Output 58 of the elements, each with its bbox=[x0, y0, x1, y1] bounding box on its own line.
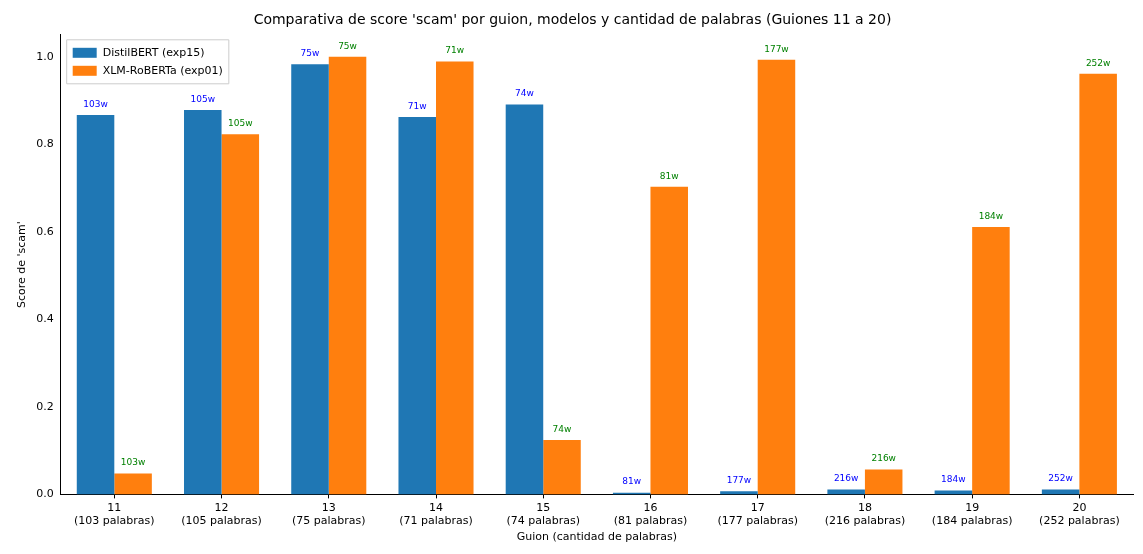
bar bbox=[972, 226, 1010, 495]
annotation: 103w bbox=[120, 457, 146, 468]
x-tick-label: 14 (71 palabras) bbox=[399, 500, 473, 528]
y-tick-label: 0.4 bbox=[36, 312, 54, 326]
annotation: 81w bbox=[659, 170, 679, 181]
x-tick-label: 15 (74 palabras) bbox=[506, 500, 581, 528]
x-tick-label: 18 (216 palabras) bbox=[824, 500, 906, 528]
bar bbox=[291, 64, 329, 495]
bar bbox=[543, 440, 581, 495]
x-tick-label: 20 (252 palabras) bbox=[1039, 500, 1120, 528]
bar bbox=[398, 117, 436, 495]
bar bbox=[757, 59, 796, 495]
y-tick-label: 1.0 bbox=[36, 49, 54, 63]
annotation: 74w bbox=[552, 423, 572, 434]
y-tick-label: 0.0 bbox=[36, 487, 54, 501]
bar bbox=[505, 104, 544, 495]
annotation: 81w bbox=[622, 476, 642, 487]
x-axis-title: Guion (cantidad de palabras) bbox=[516, 530, 678, 544]
bar bbox=[328, 56, 367, 495]
annotation: 74w bbox=[515, 88, 534, 99]
bar bbox=[221, 134, 260, 495]
annotation: 71w bbox=[445, 45, 465, 56]
bar bbox=[76, 114, 115, 495]
bar bbox=[864, 469, 903, 495]
annotation: 252w bbox=[1048, 473, 1073, 484]
annotation: 184w bbox=[941, 474, 966, 485]
x-tick-label: 19 (184 palabras) bbox=[931, 500, 1013, 528]
annotation: 177w bbox=[726, 475, 752, 486]
annotation: 75w bbox=[300, 47, 320, 58]
bar bbox=[720, 491, 758, 495]
x-tick-label: 11 (103 palabras) bbox=[74, 500, 155, 528]
x-tick-label: 13 (75 palabras) bbox=[291, 500, 366, 528]
bar bbox=[934, 490, 973, 495]
annotation: 105w bbox=[190, 93, 216, 104]
bar bbox=[114, 473, 152, 495]
annotation: 105w bbox=[228, 118, 253, 128]
x-tick-label: 16 (81 palabras) bbox=[613, 500, 688, 528]
y-tick-label: 0.8 bbox=[36, 137, 54, 151]
x-tick-label: 12 (105 palabras) bbox=[181, 500, 262, 528]
annotation: 216w bbox=[833, 473, 859, 484]
x-tick-label: 17 (177 palabras) bbox=[717, 500, 798, 528]
y-tick-label: 0.2 bbox=[36, 399, 54, 413]
annotation: 184w bbox=[978, 210, 1004, 221]
annotation: 177w bbox=[764, 43, 789, 54]
bar bbox=[650, 186, 688, 495]
annotation: 216w bbox=[871, 453, 896, 464]
y-tick-label: 0.6 bbox=[36, 224, 54, 238]
annotation: 75w bbox=[338, 40, 357, 51]
annotation: 252w bbox=[1085, 57, 1111, 68]
bar bbox=[436, 61, 474, 495]
chart-title: Comparativa de score 'scam' por guion, modelos y cantidad de palabras (Guiones 11 a 20) bbox=[253, 11, 892, 28]
bar bbox=[1079, 73, 1117, 495]
y-axis-title: Score de 'scam' bbox=[15, 221, 29, 309]
legend-label: DistilBERT (exp15) bbox=[102, 45, 205, 59]
annotation: 71w bbox=[407, 100, 427, 111]
legend-label: XLM-RoBERTa (exp01) bbox=[102, 63, 223, 77]
bar bbox=[184, 110, 222, 495]
annotation: 103w bbox=[83, 98, 108, 109]
